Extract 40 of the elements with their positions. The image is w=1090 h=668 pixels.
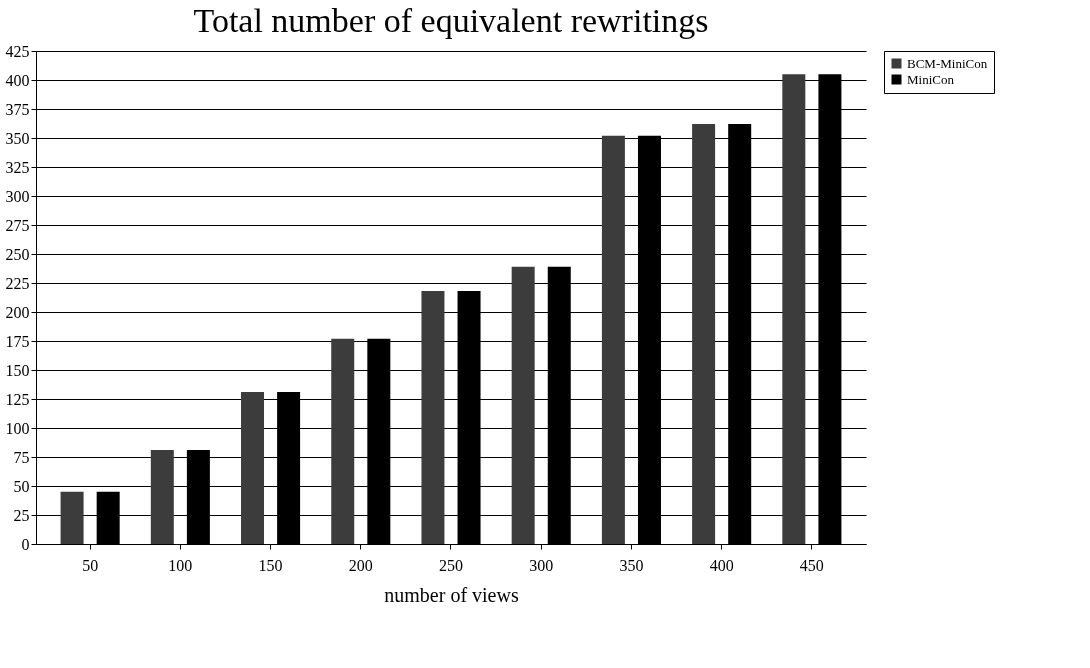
y-tick-label: 350 (5, 129, 30, 147)
chart-title: Total number of equivalent rewritings (193, 2, 709, 39)
y-tick-label: 375 (5, 100, 30, 118)
x-tick-label: 300 (529, 556, 554, 574)
y-tick-label: 250 (5, 245, 30, 263)
y-tick-label: 325 (5, 158, 30, 176)
y-tick-label: 225 (5, 274, 30, 292)
bar (241, 392, 265, 544)
y-tick-label: 175 (5, 332, 30, 350)
x-tick-label: 200 (348, 556, 373, 574)
bar (421, 291, 445, 544)
x-tick-label: 100 (168, 556, 193, 574)
x-tick-label: 50 (82, 556, 99, 574)
x-tick-label: 400 (709, 556, 734, 574)
x-axis-title: number of views (384, 583, 519, 606)
y-tick-label: 50 (13, 477, 30, 495)
bar (60, 491, 84, 544)
x-tick-label: 450 (799, 556, 824, 574)
y-tick-label: 425 (5, 42, 30, 60)
y-tick-label: 300 (5, 187, 30, 205)
y-tick-label: 25 (13, 506, 30, 524)
y-tick-label: 100 (5, 419, 30, 437)
y-tick-label: 200 (5, 303, 30, 321)
x-tick-label: 150 (258, 556, 283, 574)
legend-label: BCM-MiniCon (907, 55, 988, 71)
bar (511, 266, 535, 544)
bar (692, 124, 716, 544)
x-tick-label: 350 (619, 556, 644, 574)
bar (782, 74, 806, 544)
bar (601, 135, 625, 544)
bar (150, 450, 174, 544)
y-tick-label: 0 (21, 535, 30, 553)
bar (331, 338, 355, 544)
legend-label: MiniCon (907, 71, 955, 87)
y-tick-label: 75 (13, 448, 30, 466)
x-tick-label: 250 (439, 556, 463, 574)
y-tick-label: 125 (5, 390, 30, 408)
y-tick-label: 150 (5, 361, 30, 379)
y-tick-label: 275 (5, 216, 30, 234)
y-tick-label: 400 (5, 71, 30, 89)
